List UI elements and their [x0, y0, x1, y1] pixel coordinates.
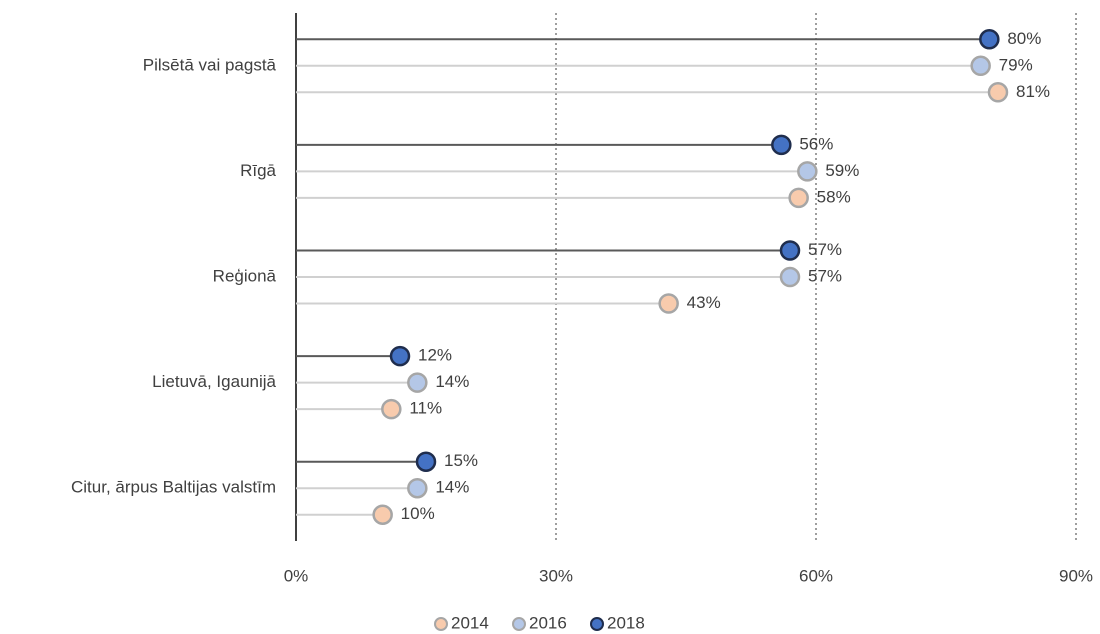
value-label: 56% [799, 134, 833, 153]
value-label: 43% [687, 293, 721, 312]
dot [381, 398, 402, 420]
dot [979, 29, 1000, 50]
y-tick-label: Rīgā [240, 161, 276, 180]
x-tick-label: 60% [799, 566, 833, 585]
x-tick-label: 90% [1059, 566, 1093, 585]
y-tick-label: Pilsētā vai pagstā [143, 55, 277, 74]
dot [788, 187, 809, 209]
dot [407, 372, 428, 393]
dot [658, 293, 679, 314]
value-label: 79% [999, 55, 1033, 74]
legend-marker [512, 617, 526, 631]
value-label: 59% [825, 161, 859, 180]
value-label: 12% [418, 346, 452, 365]
value-label: 80% [1007, 29, 1041, 48]
value-label: 14% [435, 478, 469, 497]
value-label: 81% [1016, 82, 1050, 101]
legend-label: 2014 [451, 613, 489, 632]
dot [415, 451, 437, 472]
dot [771, 134, 792, 156]
dot [407, 477, 428, 499]
value-label: 11% [409, 399, 442, 418]
value-label: 10% [401, 504, 435, 523]
dot [987, 82, 1009, 103]
value-label: 15% [444, 451, 478, 470]
legend-marker [434, 617, 448, 631]
y-tick-label: Lietuvā, Igaunijā [152, 372, 276, 391]
dot [779, 240, 801, 261]
dot [372, 504, 393, 525]
legend-marker [590, 617, 604, 631]
legend-label: 2018 [607, 613, 645, 632]
dot [970, 55, 991, 77]
legend-label: 2016 [529, 613, 567, 632]
y-tick-label: Citur, ārpus Baltijas valstīm [71, 478, 276, 497]
dot [797, 161, 818, 182]
y-tick-label: Reģionā [213, 266, 277, 285]
dot [389, 345, 411, 367]
value-label: 57% [808, 240, 842, 259]
x-tick-label: 0% [284, 566, 309, 585]
value-label: 14% [435, 372, 469, 391]
value-label: 57% [808, 266, 842, 285]
dot [779, 266, 801, 288]
value-label: 58% [817, 187, 851, 206]
x-tick-label: 30% [539, 566, 573, 585]
